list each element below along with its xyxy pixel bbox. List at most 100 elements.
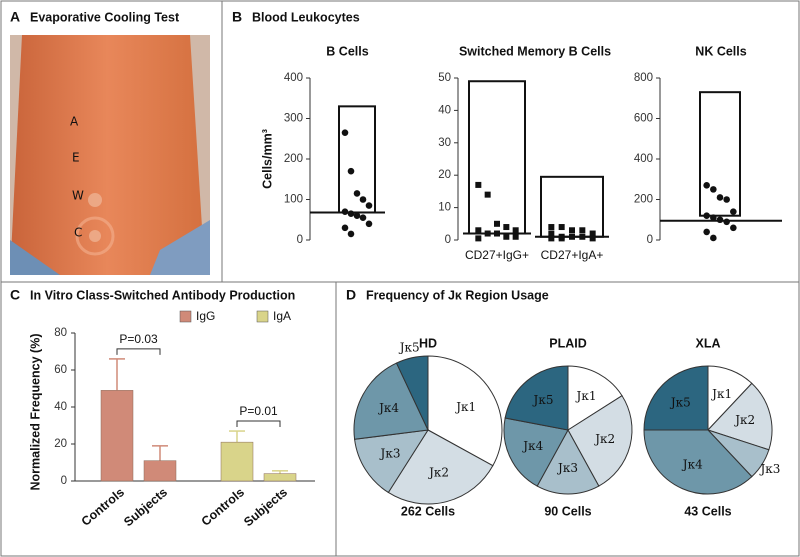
data-point <box>723 218 730 226</box>
reference-range <box>468 80 526 235</box>
chart-title: NK Cells <box>695 44 746 58</box>
chart-footer: 262 Cells <box>401 504 455 518</box>
data-point <box>579 233 586 240</box>
data-point <box>703 212 710 219</box>
data-point <box>723 196 730 203</box>
y-tick-label: 0 <box>61 475 67 487</box>
data-point <box>703 182 710 189</box>
pie-slice <box>707 382 773 451</box>
photo-mark: E <box>72 151 80 165</box>
y-tick-label: 60 <box>54 364 67 376</box>
data-point <box>710 234 717 242</box>
panel-title: Evaporative Cooling Test <box>30 10 180 24</box>
data-point <box>548 235 555 242</box>
y-tick-label: 0 <box>647 234 653 246</box>
panel-letter: B <box>232 9 242 25</box>
y-tick-label: 20 <box>438 169 451 181</box>
panel-letter: D <box>346 287 356 303</box>
y-tick-label: 30 <box>438 137 451 149</box>
y-axis-label: Normalized Frequency (%) <box>28 334 42 491</box>
slice-label: Jκ2 <box>593 432 615 446</box>
panel-title: Blood Leukocytes <box>252 10 360 24</box>
y-tick-label: 400 <box>284 72 303 84</box>
pie-slice <box>536 428 600 495</box>
y-tick-label: 80 <box>54 327 67 339</box>
pie-slice <box>504 365 569 431</box>
significance-bracket <box>116 348 161 355</box>
bar <box>220 441 254 482</box>
y-tick-label: 800 <box>634 72 653 84</box>
legend-swatch <box>179 310 192 323</box>
chart-title: XLA <box>696 336 721 350</box>
pie-slice <box>427 355 503 467</box>
slice-label: Jκ1 <box>710 387 732 401</box>
data-point <box>341 224 349 232</box>
data-point <box>730 224 737 232</box>
data-point <box>359 214 367 222</box>
slice-label: Jκ2 <box>733 413 755 427</box>
slice-label: Jκ1 <box>575 389 597 403</box>
data-point <box>703 228 710 236</box>
photo-mark: W <box>72 189 84 203</box>
panel-title: Frequency of Jκ Region Usage <box>366 288 549 302</box>
y-tick-label: 0 <box>445 234 451 246</box>
slice-label: Jκ4 <box>681 458 703 472</box>
data-point <box>347 230 355 238</box>
data-point <box>512 227 519 234</box>
data-point <box>347 210 355 217</box>
data-point <box>353 212 361 219</box>
data-point <box>484 230 491 237</box>
data-point <box>548 230 555 237</box>
y-tick-label: 400 <box>634 153 653 165</box>
x-tick-label: CD27+IgG+ <box>465 248 529 262</box>
slice-label: Jκ1 <box>454 400 476 414</box>
legend-swatch <box>256 310 269 323</box>
pie-slice <box>395 355 429 431</box>
data-point <box>341 129 349 136</box>
y-axis-label: Cells/mm³ <box>260 129 274 189</box>
data-point <box>484 191 491 198</box>
data-point <box>359 196 367 203</box>
slice-label: Jκ2 <box>427 466 449 480</box>
data-point <box>347 167 355 175</box>
y-tick-label: 10 <box>438 202 451 214</box>
pie-slice <box>387 429 494 505</box>
photo-mark: A <box>70 115 79 129</box>
data-point <box>569 233 575 240</box>
data-point <box>353 190 361 197</box>
chart-title: PLAID <box>549 336 587 350</box>
pie-slice <box>354 429 429 494</box>
x-tick-label: Controls <box>199 485 247 529</box>
photo <box>10 35 210 275</box>
data-point <box>710 214 717 222</box>
pie-slice <box>643 429 753 495</box>
data-point <box>569 227 575 234</box>
significance-bracket <box>236 420 281 428</box>
x-tick-label: CD27+IgA+ <box>541 248 604 262</box>
pie-slice <box>503 417 569 487</box>
bar <box>263 473 297 482</box>
data-point <box>558 224 565 231</box>
panel-title: In Vitro Class-Switched Antibody Product… <box>30 288 295 302</box>
data-point <box>716 194 724 201</box>
pie-slice <box>353 362 429 440</box>
x-tick-label: Subjects <box>241 485 290 529</box>
data-point <box>710 186 717 193</box>
annotation: P=0.03 <box>119 332 158 346</box>
slice-label: Jκ3 <box>379 446 401 460</box>
slice-label: Jκ3 <box>556 461 578 475</box>
data-point <box>589 235 596 242</box>
y-tick-label: 40 <box>438 104 451 116</box>
data-point <box>341 208 349 215</box>
photo-mark: C <box>74 226 82 240</box>
slice-label: Jκ4 <box>377 401 399 415</box>
x-tick-label: Subjects <box>121 485 170 529</box>
data-point <box>558 235 565 242</box>
slice-label: Jκ5 <box>669 395 691 409</box>
data-point <box>494 220 500 227</box>
y-tick-label: 200 <box>634 194 653 206</box>
data-point <box>475 227 482 234</box>
pie-slice <box>567 365 623 431</box>
data-point <box>503 224 510 231</box>
